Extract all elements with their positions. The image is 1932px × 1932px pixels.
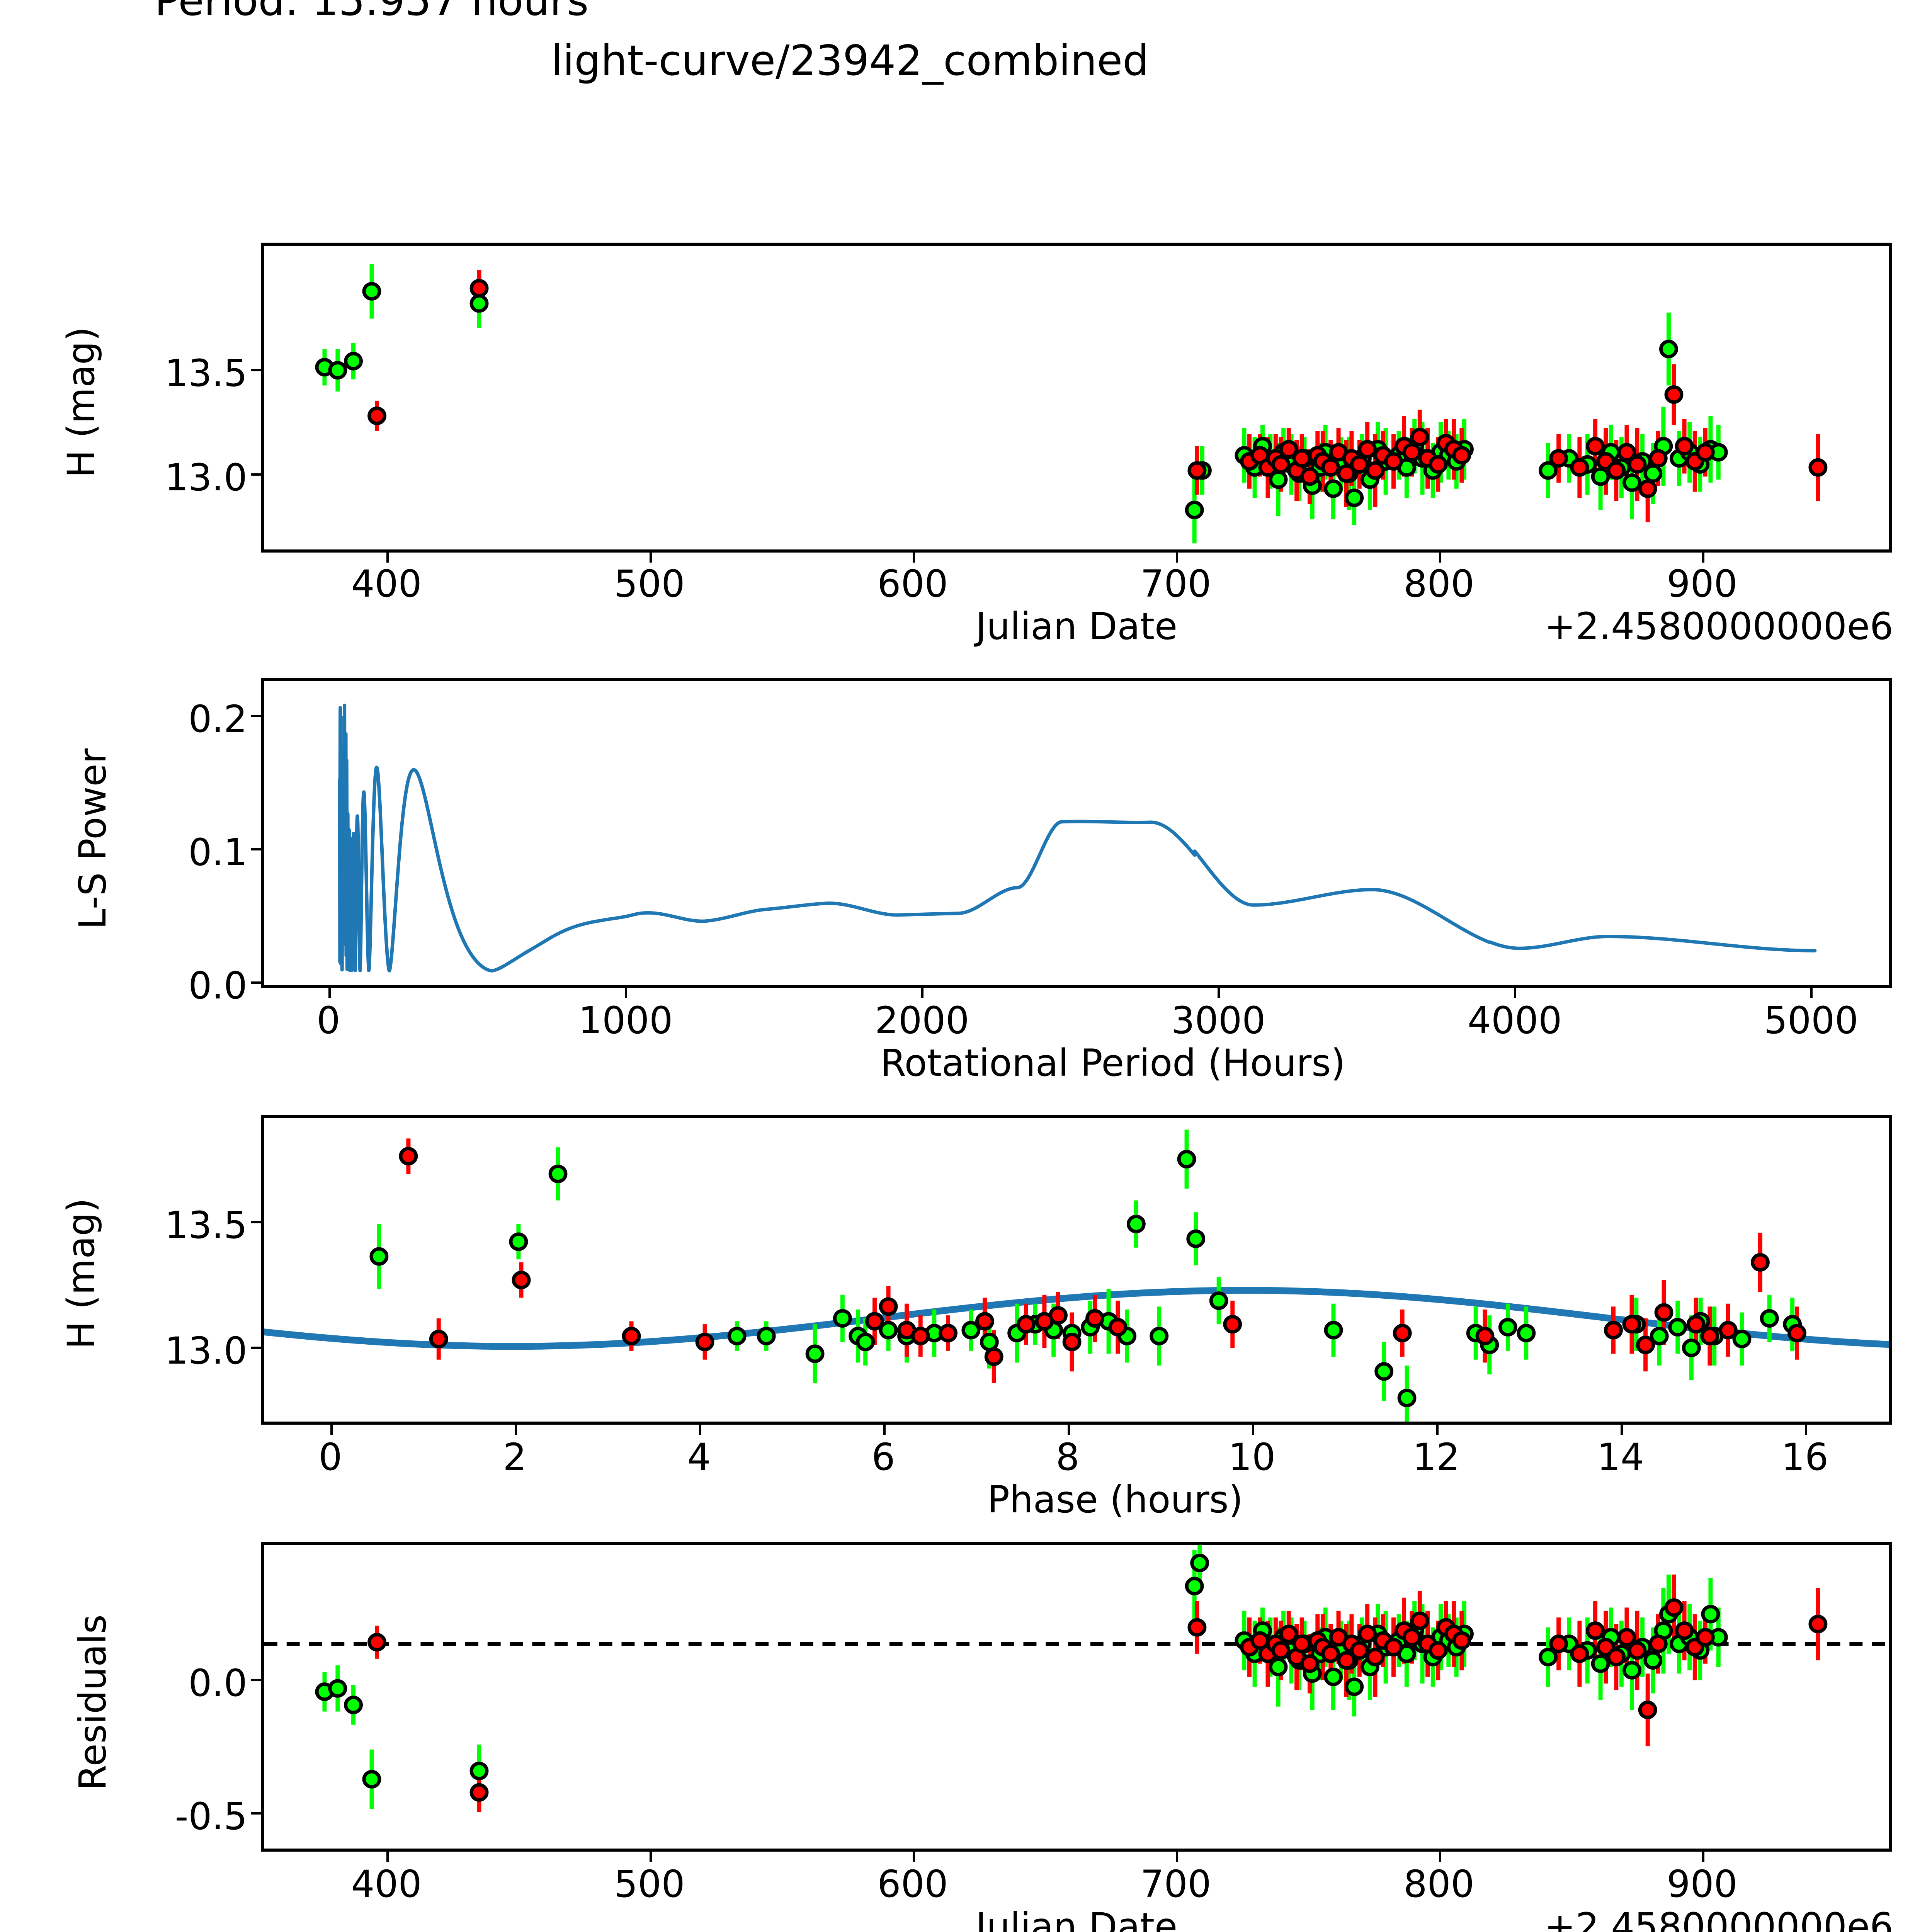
tick (1702, 553, 1704, 563)
lightcurve-xtick-4: 800 (1403, 562, 1475, 605)
phase-xtick-2: 4 (687, 1435, 711, 1479)
tick (913, 1852, 915, 1862)
tick (1252, 1425, 1254, 1435)
tick (650, 553, 652, 563)
residuals-xoffset: +2.4580000000e6 (1544, 1905, 1893, 1932)
tick (650, 1852, 652, 1862)
period-annotation: Period: 15.957 hours (155, 0, 589, 25)
tick (251, 473, 261, 476)
phase-xtick-7: 14 (1597, 1435, 1645, 1479)
lightcurve-xtick-5: 900 (1667, 562, 1738, 605)
lightcurve-ytick-1: 13.0 (165, 456, 247, 499)
tick (913, 553, 915, 563)
residuals-xtick-1: 500 (614, 1862, 685, 1906)
tick (921, 988, 923, 998)
tick (251, 1679, 261, 1681)
tick (1514, 988, 1516, 998)
periodogram-ytick-0: 0.2 (188, 697, 247, 741)
residuals-xtick-0: 400 (351, 1862, 422, 1906)
tick (699, 1425, 701, 1435)
tick (251, 981, 261, 984)
lightcurve-plot-area (315, 264, 1828, 544)
residuals-ytick-0: 0.0 (188, 1662, 247, 1705)
residuals-xlabel: Julian Date (975, 1905, 1178, 1932)
tick (1702, 1852, 1704, 1862)
tick (1439, 1852, 1441, 1862)
lightcurve-xtick-2: 600 (877, 562, 948, 605)
residuals-xtick-4: 800 (1403, 1862, 1475, 1906)
tick (386, 553, 389, 563)
tick (1810, 988, 1813, 998)
tick (883, 1425, 886, 1435)
tick (1436, 1425, 1439, 1435)
panel-residuals (261, 1542, 1892, 1852)
phase-xlabel: Phase (hours) (987, 1478, 1243, 1521)
tick (1805, 1425, 1807, 1435)
lightcurve-xlabel: Julian Date (975, 605, 1178, 648)
periodogram-plot-area (338, 704, 1817, 973)
lightcurve-xtick-1: 500 (614, 562, 685, 605)
panel-phase (261, 1115, 1892, 1425)
tick (515, 1425, 517, 1435)
tick (251, 715, 261, 717)
tick (386, 1852, 389, 1862)
tick (1439, 553, 1441, 563)
periodogram-ytick-1: 0.1 (188, 831, 247, 874)
lightcurve-xoffset: +2.4580000000e6 (1544, 605, 1893, 648)
phase-xtick-6: 12 (1412, 1435, 1460, 1479)
tick (1176, 1852, 1178, 1862)
tick (251, 369, 261, 371)
tick (251, 1221, 261, 1223)
tick (330, 1425, 333, 1435)
phase-plot-area (264, 1129, 1889, 1422)
periodogram-xlabel: Rotational Period (Hours) (880, 1041, 1345, 1085)
tick (625, 988, 627, 998)
lightcurve-xtick-3: 700 (1140, 562, 1211, 605)
phase-ytick-0: 13.5 (165, 1204, 247, 1247)
periodogram-xtick-5: 5000 (1764, 999, 1859, 1042)
phase-xtick-8: 16 (1781, 1435, 1829, 1479)
residuals-plot-area (264, 1545, 1889, 1813)
residuals-xtick-2: 600 (877, 1862, 948, 1906)
phase-xtick-1: 2 (503, 1435, 527, 1479)
periodogram-xtick-4: 4000 (1468, 999, 1562, 1042)
tick (251, 1347, 261, 1349)
periodogram-xtick-2: 2000 (875, 999, 969, 1042)
periodogram-xtick-3: 3000 (1171, 999, 1266, 1042)
tick (1176, 553, 1178, 563)
panel-lightcurve (261, 243, 1892, 553)
phase-ytick-1: 13.0 (165, 1329, 247, 1372)
lightcurve-xtick-0: 400 (351, 562, 422, 605)
residuals-ytick-1: -0.5 (175, 1795, 247, 1838)
tick (1621, 1425, 1623, 1435)
figure-title: light-curve/23942_combined (551, 37, 1149, 85)
tick (328, 988, 331, 998)
periodogram-ytick-2: 0.0 (188, 964, 247, 1007)
periodogram-xtick-0: 0 (316, 999, 340, 1042)
tick (251, 848, 261, 850)
residuals-xtick-5: 900 (1667, 1862, 1738, 1906)
phase-xtick-0: 0 (318, 1435, 342, 1479)
phase-xtick-4: 8 (1056, 1435, 1080, 1479)
residuals-xtick-3: 700 (1140, 1862, 1211, 1906)
phase-xtick-3: 6 (871, 1435, 895, 1479)
tick (251, 1812, 261, 1815)
periodogram-xtick-1: 1000 (578, 999, 673, 1042)
tick (1068, 1425, 1070, 1435)
tick (1218, 988, 1220, 998)
panel-periodogram (261, 678, 1892, 988)
lightcurve-ytick-0: 13.5 (165, 352, 247, 395)
phase-xtick-5: 10 (1228, 1435, 1276, 1479)
